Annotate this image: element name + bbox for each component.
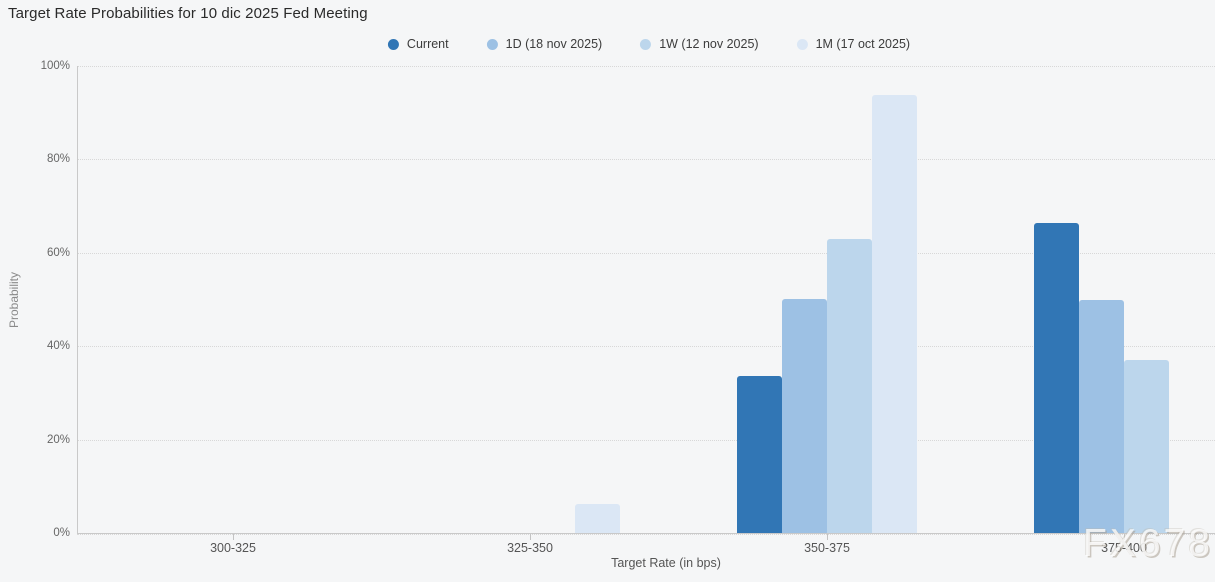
x-tick (530, 534, 531, 540)
x-tick-label-350-375: 350-375 (804, 541, 850, 555)
gridline-60 (77, 252, 1215, 254)
bar-1m-17-oct-2025-325-350 (575, 504, 620, 533)
legend-label: 1M (17 oct 2025) (815, 37, 911, 51)
bar-current-350-375 (737, 376, 782, 533)
x-tick (233, 534, 234, 540)
x-tick-label-300-325: 300-325 (210, 541, 256, 555)
bar-1d-18-nov-2025-350-375 (782, 299, 827, 533)
y-tick-label: 40% (46, 340, 70, 353)
y-tick-label: 60% (46, 246, 70, 259)
legend-item-1w-12-nov-2025[interactable]: 1W (12 nov 2025) (640, 37, 759, 51)
x-tick-label-325-350: 325-350 (507, 541, 553, 555)
legend-item-1m-17-oct-2025[interactable]: 1M (17 oct 2025) (796, 37, 911, 51)
legend-label: Current (406, 37, 449, 51)
gridline-0 (77, 534, 1215, 535)
y-axis-title: Probability (7, 271, 21, 329)
bar-1m-17-oct-2025-350-375 (872, 95, 917, 533)
legend-dot-icon (486, 38, 498, 50)
legend-label: 1D (18 nov 2025) (505, 37, 603, 51)
bar-1w-12-nov-2025-350-375 (827, 239, 872, 533)
legend-dot-icon (640, 38, 652, 50)
chart-legend: Current 1D (18 nov 2025) 1W (12 nov 2025) 1… (387, 37, 911, 51)
legend-label: 1W (12 nov 2025) (659, 37, 759, 51)
legend-item-1d-18-nov-2025[interactable]: 1D (18 nov 2025) (486, 37, 603, 51)
y-tick-label: 80% (46, 153, 70, 166)
gridline-100 (77, 66, 1215, 67)
y-tick-label: 20% (46, 433, 70, 446)
gridline-40 (77, 346, 1215, 348)
y-axis-line (77, 66, 78, 534)
gridline-20 (77, 439, 1215, 441)
x-tick (1124, 534, 1125, 540)
x-axis-line (77, 533, 1215, 534)
x-tick (827, 534, 828, 540)
y-tick-label: 100% (40, 60, 70, 72)
legend-dot-icon (796, 38, 808, 50)
y-tick-label: 0% (53, 527, 70, 539)
bar-current-375-400 (1034, 223, 1079, 533)
x-axis-title: Target Rate (in bps) (611, 556, 721, 570)
legend-dot-icon (387, 38, 399, 50)
x-tick-label-375-400: 375-400 (1101, 541, 1147, 555)
bar-1d-18-nov-2025-375-400 (1079, 300, 1124, 533)
gridline-80 (77, 159, 1215, 161)
chart-title: Target Rate Probabilities for 10 dic 202… (8, 5, 368, 22)
bar-1w-12-nov-2025-375-400 (1124, 360, 1169, 533)
legend-item-current[interactable]: Current (387, 37, 449, 51)
